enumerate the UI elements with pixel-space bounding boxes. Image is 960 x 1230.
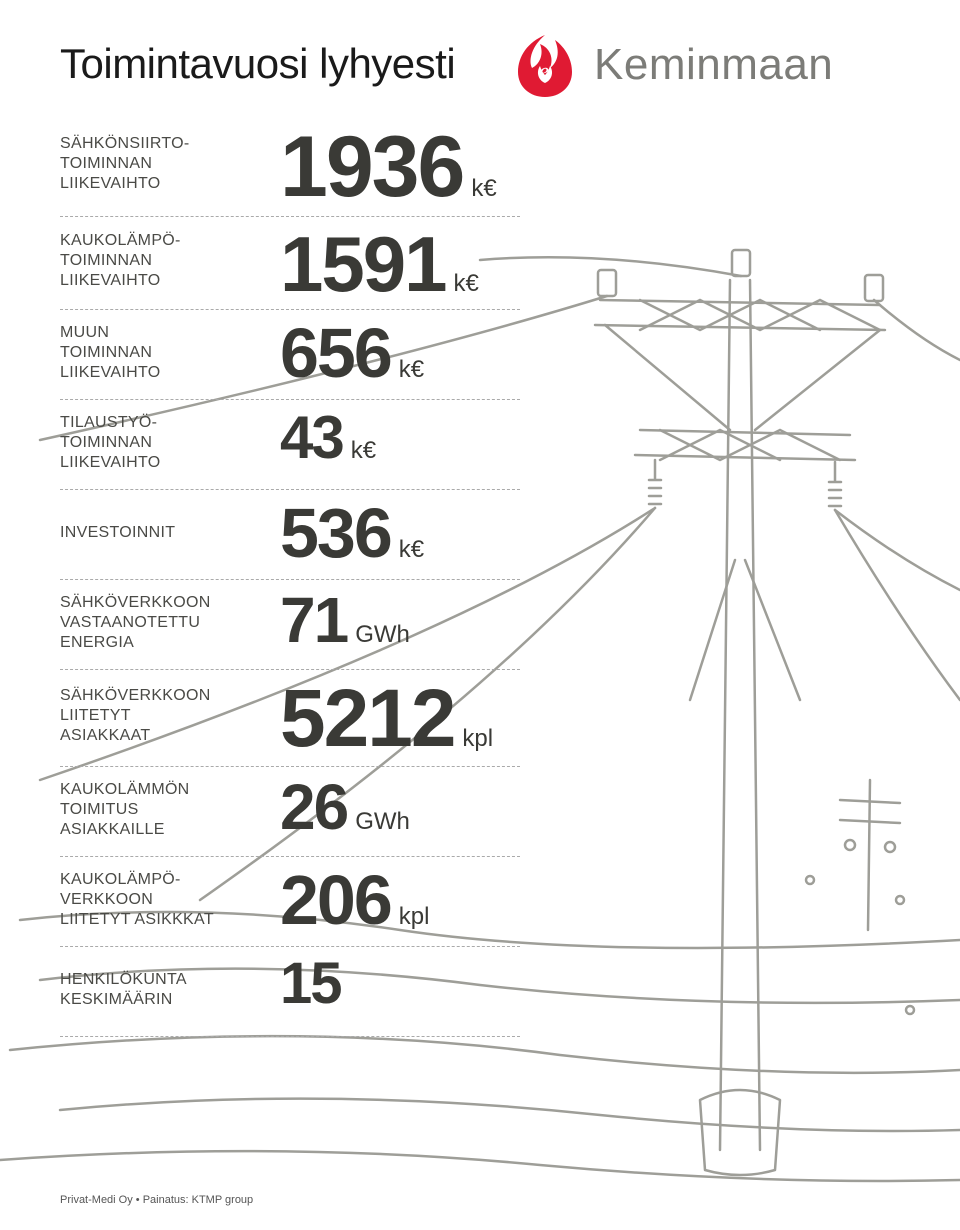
stat-value: 656 [280, 318, 391, 388]
stat-value: 26 [280, 775, 347, 839]
stat-unit: GWh [355, 808, 410, 836]
stat-value: 5212 [280, 678, 454, 760]
stat-label: KAUKOLÄMMÖNTOIMITUSASIAKKAILLE [60, 780, 280, 846]
stat-row: SÄHKÖVERKKOONLIITETYTASIAKKAAT5212 kpl [60, 670, 520, 767]
stat-value-wrap: 206 kpl [280, 865, 429, 935]
stat-value-wrap: 536 k€ [280, 498, 424, 568]
stat-row: KAUKOLÄMMÖNTOIMITUSASIAKKAILLE26 GWh [60, 767, 520, 857]
stat-label: HENKILÖKUNTAKESKIMÄÄRIN [60, 970, 280, 1016]
brand-logo: e Keminmaan [510, 30, 833, 100]
stat-label: SÄHKÖVERKKOONVASTAANOTETTUENERGIA [60, 593, 280, 659]
stat-value: 71 [280, 588, 347, 652]
stat-value-wrap: 43 k€ [280, 408, 376, 468]
stat-label: MUUNTOIMINNANLIIKEVAIHTO [60, 323, 280, 389]
stat-unit: GWh [355, 621, 410, 649]
stat-label: SÄHKÖNSIIRTO-TOIMINNANLIIKEVAIHTO [60, 134, 280, 200]
stat-label: TILAUSTYÖ-TOIMINNANLIIKEVAIHTO [60, 413, 280, 479]
stat-row: TILAUSTYÖ-TOIMINNANLIIKEVAIHTO43 k€ [60, 400, 520, 490]
stat-label: SÄHKÖVERKKOONLIITETYTASIAKKAAT [60, 686, 280, 752]
stat-unit: k€ [399, 356, 424, 384]
stat-label: INVESTOINNIT [60, 523, 280, 549]
stat-row: INVESTOINNIT536 k€ [60, 490, 520, 580]
stat-row: KAUKOLÄMPÖ-VERKKOONLIITETYT ASIKKKAT206 k… [60, 857, 520, 947]
stat-row: MUUNTOIMINNANLIIKEVAIHTO656 k€ [60, 310, 520, 400]
stat-value-wrap: 656 k€ [280, 318, 424, 388]
stat-value: 1591 [280, 225, 446, 303]
footer-credits: Privat-Medi Oy • Painatus: KTMP group [60, 1194, 253, 1206]
stat-row: SÄHKÖVERKKOONVASTAANOTETTUENERGIA71 GWh [60, 580, 520, 670]
stat-value-wrap: 5212 kpl [280, 678, 493, 760]
stat-unit: k€ [399, 536, 424, 564]
stat-unit: k€ [454, 270, 479, 298]
stat-value-wrap: 71 GWh [280, 588, 410, 652]
stat-value: 536 [280, 498, 391, 568]
stat-row: HENKILÖKUNTAKESKIMÄÄRIN15 [60, 947, 520, 1037]
stats-panel: Toimintavuosi lyhyesti SÄHKÖNSIIRTO-TOIM… [0, 0, 520, 1037]
stat-value-wrap: 26 GWh [280, 775, 410, 839]
stat-value: 1936 [280, 124, 463, 210]
brand-mark-icon: e [510, 30, 580, 100]
stat-value-wrap: 15 [280, 955, 341, 1013]
stat-value: 43 [280, 408, 343, 468]
stat-unit: kpl [399, 903, 430, 931]
stat-label: KAUKOLÄMPÖ-VERKKOONLIITETYT ASIKKKAT [60, 870, 280, 936]
stat-unit: k€ [471, 175, 496, 203]
svg-text:e: e [539, 58, 549, 83]
page-title: Toimintavuosi lyhyesti [60, 40, 520, 88]
stat-row: KAUKOLÄMPÖ-TOIMINNANLIIKEVAIHTO1591 k€ [60, 217, 520, 310]
stat-unit: kpl [462, 725, 493, 753]
stat-row: SÄHKÖNSIIRTO-TOIMINNANLIIKEVAIHTO1936 k€ [60, 116, 520, 217]
brand-name: Keminmaan [594, 40, 833, 90]
stat-value-wrap: 1591 k€ [280, 225, 479, 303]
stat-value-wrap: 1936 k€ [280, 124, 497, 210]
stat-value: 15 [280, 955, 341, 1013]
stat-value: 206 [280, 865, 391, 935]
stat-label: KAUKOLÄMPÖ-TOIMINNANLIIKEVAIHTO [60, 231, 280, 297]
stat-unit: k€ [351, 437, 376, 465]
